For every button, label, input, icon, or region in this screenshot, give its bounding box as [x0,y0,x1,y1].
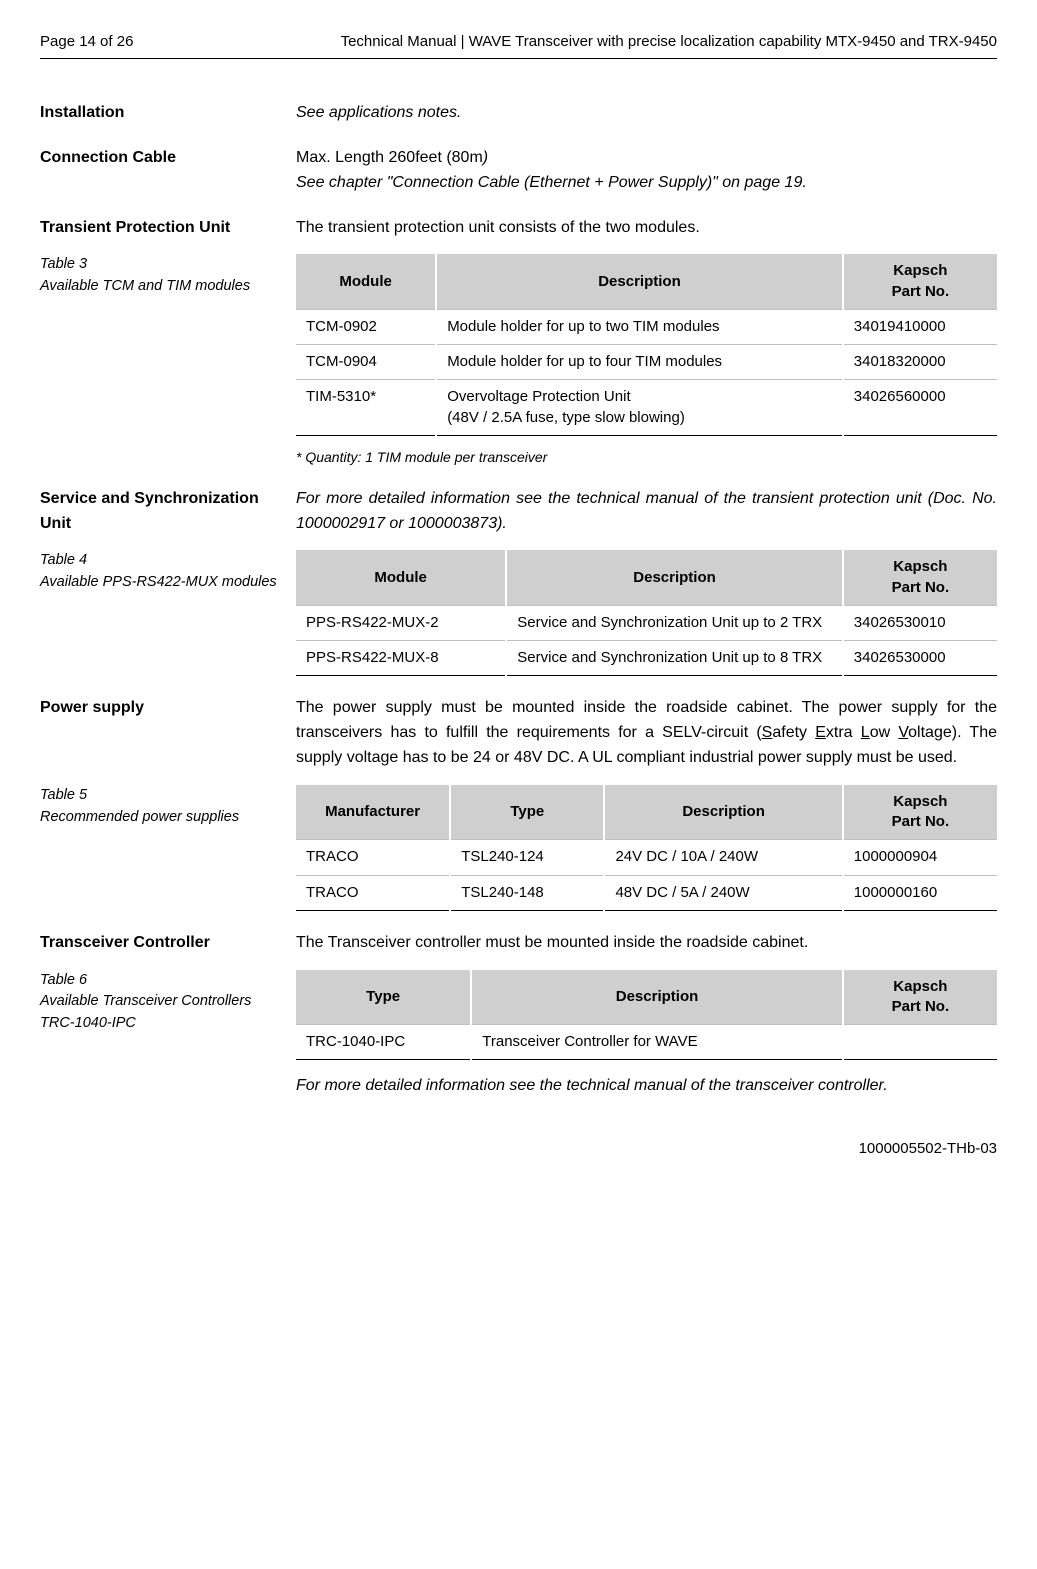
th-type: Type [296,970,471,1025]
th-partno: Kapsch Part No. [843,254,997,309]
table-row: PPS-RS422-MUX-2 Service and Synchronizat… [296,605,997,640]
th-partno: Kapsch Part No. [843,970,997,1025]
heading-ssu: Service and Synchronization Unit [40,487,278,537]
section-ssu-table: Table 4 Available PPS-RS422-MUX modules … [40,550,997,676]
table-pps-mux: Module Description Kapsch Part No. PPS-R… [296,550,997,676]
th-description: Description [471,970,843,1025]
conn-cable-line1: Max. Length 260feet (80m) [296,146,997,171]
table-header-row: Module Description Kapsch Part No. [296,254,997,309]
cell: 34019410000 [843,309,997,344]
table-row: PPS-RS422-MUX-8 Service and Synchronizat… [296,641,997,676]
th-description: Description [506,550,842,605]
cell: TSL240-124 [450,840,604,875]
tpu-para: The transient protection unit consists o… [296,216,997,241]
t: ow [870,724,899,741]
table-header-row: Manufacturer Type Description Kapsch Par… [296,785,997,840]
th-module: Module [296,254,436,309]
heading-trc: Transceiver Controller [40,931,278,956]
section-power-table: Table 5 Recommended power supplies Manuf… [40,785,997,911]
trc-para: The Transceiver controller must be mount… [296,931,997,956]
th-partno: Kapsch Part No. [843,550,997,605]
th-partno: Kapsch Part No. [843,785,997,840]
cell: PPS-RS422-MUX-8 [296,641,506,676]
cell: PPS-RS422-MUX-2 [296,605,506,640]
u-L: L [861,724,870,741]
cell [843,1025,997,1060]
section-power: Power supply The power supply must be mo… [40,696,997,770]
conn-cable-ref: See chapter "Connection Cable (Ethernet … [296,171,997,196]
section-ssu: Service and Synchronization Unit For mor… [40,487,997,537]
u-E: E [815,724,826,741]
t: afety [772,724,815,741]
th-description: Description [604,785,842,840]
heading-installation: Installation [40,101,278,126]
u-V: V [898,724,908,741]
heading-power: Power supply [40,696,278,721]
power-para: The power supply must be mounted inside … [296,696,997,770]
table-row: TCM-0902 Module holder for up to two TIM… [296,309,997,344]
table-row: TRC-1040-IPC Transceiver Controller for … [296,1025,997,1060]
conn-cable-close: ) [483,149,488,166]
cell: 34026530000 [843,641,997,676]
u-S: S [762,724,773,741]
cell: TSL240-148 [450,875,604,910]
trc-para2: For more detailed information see the te… [296,1074,997,1099]
heading-tpu: Transient Protection Unit [40,216,278,241]
cell: TRC-1040-IPC [296,1025,471,1060]
table-power-supply: Manufacturer Type Description Kapsch Par… [296,785,997,911]
ssu-para: For more detailed information see the te… [296,487,997,537]
table-row: TCM-0904 Module holder for up to four TI… [296,345,997,380]
section-trc: Transceiver Controller The Transceiver c… [40,931,997,956]
caption-table3: Table 3 Available TCM and TIM modules [40,254,278,298]
conn-cable-len: Max. Length 260feet (80m [296,149,483,166]
cell: 34026560000 [843,380,997,436]
cell: 34018320000 [843,345,997,380]
cell: Service and Synchronization Unit up to 2… [506,605,842,640]
page-number: Page 14 of 26 [40,32,133,52]
section-tpu: Transient Protection Unit The transient … [40,216,997,241]
table-header-row: Type Description Kapsch Part No. [296,970,997,1025]
table-trc: Type Description Kapsch Part No. TRC-104… [296,970,997,1061]
table-row: TRACO TSL240-148 48V DC / 5A / 240W 1000… [296,875,997,910]
section-connection-cable: Connection Cable Max. Length 260feet (80… [40,146,997,196]
cell: 48V DC / 5A / 240W [604,875,842,910]
cell: TCM-0904 [296,345,436,380]
cell: Overvoltage Protection Unit (48V / 2.5A … [436,380,843,436]
cell: 1000000904 [843,840,997,875]
table-tcm-tim: Module Description Kapsch Part No. TCM-0… [296,254,997,436]
caption-table4: Table 4 Available PPS-RS422-MUX modules [40,550,278,594]
doc-number: 1000005502-THb-03 [859,1140,997,1157]
cell: Module holder for up to two TIM modules [436,309,843,344]
page-header: Page 14 of 26 Technical Manual | WAVE Tr… [40,32,997,59]
cell: TIM-5310* [296,380,436,436]
table-row: TRACO TSL240-124 24V DC / 10A / 240W 100… [296,840,997,875]
section-installation: Installation See applications notes. [40,101,997,126]
cell: Transceiver Controller for WAVE [471,1025,843,1060]
th-type: Type [450,785,604,840]
cell: TCM-0902 [296,309,436,344]
cell: 1000000160 [843,875,997,910]
cell: 24V DC / 10A / 240W [604,840,842,875]
cell: Service and Synchronization Unit up to 8… [506,641,842,676]
cell: 34026530010 [843,605,997,640]
cell: TRACO [296,875,450,910]
cell: TRACO [296,840,450,875]
th-mfr: Manufacturer [296,785,450,840]
t: xtra [826,724,861,741]
section-trc-table: Table 6 Available Transceiver Controller… [40,970,997,1100]
installation-note: See applications notes. [296,101,997,126]
th-description: Description [436,254,843,309]
table-header-row: Module Description Kapsch Part No. [296,550,997,605]
caption-table5: Table 5 Recommended power supplies [40,785,278,829]
table-row: TIM-5310* Overvoltage Protection Unit (4… [296,380,997,436]
tpu-footnote: * Quantity: 1 TIM module per transceiver [296,448,997,467]
doc-title: Technical Manual | WAVE Transceiver with… [341,32,997,52]
section-tpu-table: Table 3 Available TCM and TIM modules Mo… [40,254,997,466]
th-module: Module [296,550,506,605]
cell: Module holder for up to four TIM modules [436,345,843,380]
caption-table6: Table 6 Available Transceiver Controller… [40,970,278,1035]
page-footer: 1000005502-THb-03 [40,1139,997,1159]
heading-connection-cable: Connection Cable [40,146,278,171]
